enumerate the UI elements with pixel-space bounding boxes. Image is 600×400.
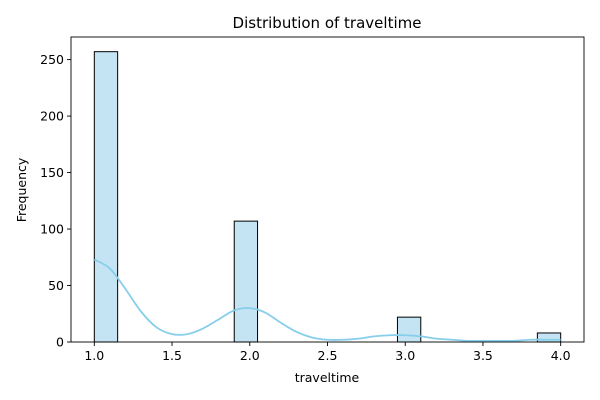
- histogram-bar: [536, 332, 562, 343]
- plot-frame: [70, 36, 585, 343]
- histogram-bar: [396, 316, 422, 343]
- chart-title: Distribution of traveltime: [233, 14, 422, 32]
- y-axis-ticks: 0 50 100 150 200 250: [40, 52, 71, 350]
- x-tick-label: 1.5: [162, 348, 182, 363]
- x-axis-ticks: 1.0 1.5 2.0 2.5 3.0 3.5 4.0: [84, 342, 571, 363]
- x-tick-label: 4.0: [551, 348, 571, 363]
- x-tick-label: 1.0: [84, 348, 104, 363]
- y-tick-label: 50: [48, 278, 64, 293]
- bars-group: [93, 51, 562, 343]
- kde-curve: [93, 258, 561, 342]
- x-axis-label: traveltime: [295, 370, 360, 385]
- y-axis-label: Frequency: [14, 157, 29, 222]
- x-tick-label: 2.0: [240, 348, 260, 363]
- y-tick-label: 100: [40, 222, 64, 237]
- x-tick-label: 3.5: [473, 348, 493, 363]
- histogram-bar: [233, 220, 259, 343]
- histogram-bar: [93, 51, 119, 343]
- x-tick-label: 2.5: [318, 348, 338, 363]
- x-tick-label: 3.0: [395, 348, 415, 363]
- y-tick-label: 200: [40, 109, 64, 124]
- y-tick-label: 150: [40, 165, 64, 180]
- y-tick-label: 250: [40, 52, 64, 67]
- y-tick-label: 0: [56, 335, 64, 350]
